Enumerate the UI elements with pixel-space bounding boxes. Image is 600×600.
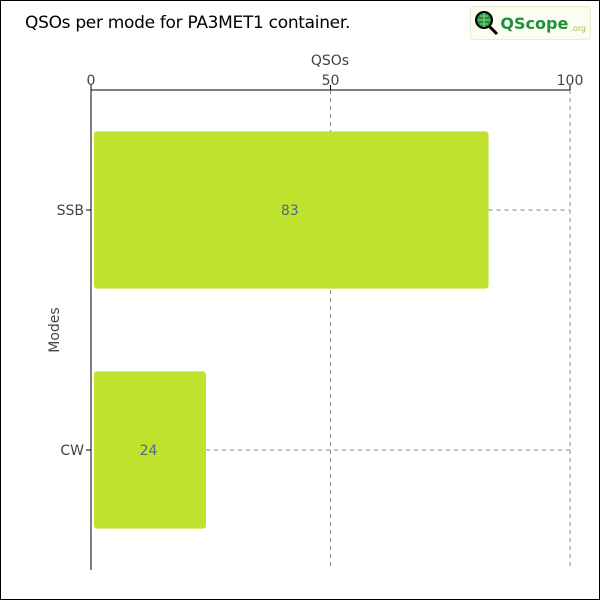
chart-title: QSOs per mode for PA3MET1 container. (25, 13, 351, 33)
data-label: 24 (140, 443, 158, 459)
x-tick-label: 50 (322, 73, 340, 89)
bar-cw (94, 371, 206, 529)
qscope-logo[interactable]: QScope .org (470, 6, 591, 40)
logo-text: QScope (500, 13, 569, 33)
magnifier-globe-icon (475, 11, 499, 36)
x-tick-label: 0 (87, 73, 96, 89)
y-tick-label: CW (60, 443, 84, 459)
y-tick-label: SSB (57, 203, 84, 219)
y-axis-label: Modes (47, 307, 63, 352)
bar-ssb (94, 131, 489, 289)
data-label: 83 (281, 203, 299, 219)
x-tick-label: 100 (557, 73, 584, 89)
logo-suffix: .org (570, 24, 586, 33)
x-axis-label: QSOs (311, 53, 349, 69)
